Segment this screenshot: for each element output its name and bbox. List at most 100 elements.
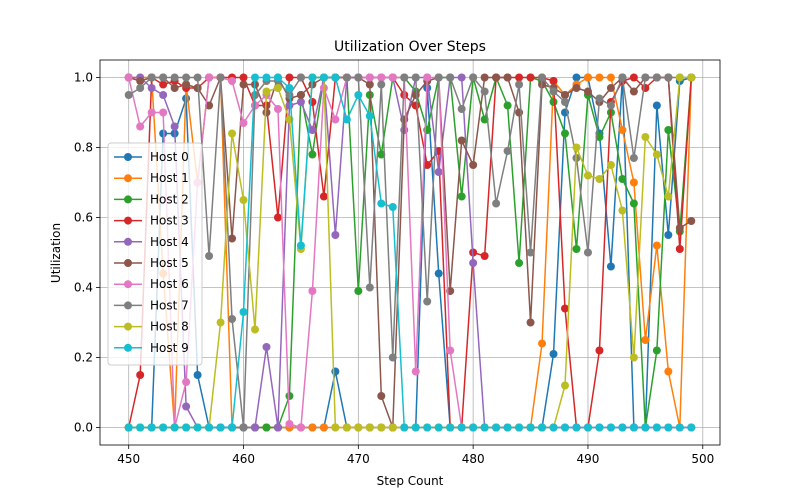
data-point (400, 115, 409, 124)
data-point (515, 80, 524, 89)
data-point (170, 73, 179, 82)
data-point (503, 101, 512, 110)
data-point (262, 73, 271, 82)
data-point (492, 199, 501, 208)
data-point (652, 101, 661, 110)
legend-label: Host 1 (150, 171, 189, 185)
data-point (228, 129, 237, 138)
data-point (147, 73, 156, 82)
data-point (319, 423, 328, 432)
data-point (526, 318, 535, 327)
legend-item: Host 9 (114, 341, 189, 355)
data-point (308, 73, 317, 82)
series-host-7 (124, 73, 696, 432)
data-point (572, 84, 581, 92)
data-point (182, 402, 191, 411)
data-point (216, 423, 225, 432)
data-point (457, 136, 466, 145)
data-point (446, 73, 455, 82)
data-point (480, 423, 489, 432)
data-point (652, 346, 661, 355)
data-point (595, 73, 604, 82)
data-point (205, 423, 214, 432)
data-point (273, 213, 282, 222)
legend-item: Host 4 (114, 235, 189, 249)
data-point (159, 423, 168, 432)
data-point (606, 262, 615, 271)
data-point (331, 115, 340, 124)
data-point (331, 73, 340, 82)
legend-item: Host 1 (114, 171, 189, 185)
data-point (216, 318, 225, 327)
series-line (128, 76, 692, 429)
data-point (296, 241, 305, 250)
data-point (664, 192, 673, 201)
legend-marker (124, 322, 132, 331)
plot-area: 450 460 470 480 490 500 0.0 0.2 0.4 0.6 0.8 1.0 (74, 59, 721, 466)
data-point (182, 80, 191, 89)
data-point (629, 353, 638, 362)
legend-item: Host 3 (114, 214, 189, 228)
data-point (457, 105, 466, 113)
legend-label: Host 5 (150, 256, 189, 270)
data-point (664, 423, 673, 432)
data-point (629, 154, 638, 162)
data-point (549, 423, 558, 432)
data-point (365, 80, 374, 89)
data-point (193, 371, 202, 379)
data-point (641, 84, 650, 92)
data-point (377, 392, 386, 400)
data-point (434, 423, 443, 432)
data-point (561, 129, 569, 138)
data-point (492, 73, 501, 82)
data-point (411, 91, 420, 99)
data-point (308, 150, 317, 159)
data-point (400, 423, 409, 432)
data-point (641, 336, 650, 344)
data-point (319, 73, 328, 82)
legend-item: Host 8 (114, 320, 189, 334)
data-point (629, 178, 638, 187)
legend-label: Host 9 (150, 341, 189, 355)
data-point (136, 77, 145, 85)
x-tick-label: 480 (462, 452, 485, 466)
legend-marker (124, 301, 132, 310)
data-point (262, 87, 271, 96)
data-point (285, 392, 294, 400)
data-point (606, 84, 615, 92)
data-point (434, 269, 443, 278)
data-point (251, 325, 259, 334)
data-point (273, 73, 282, 82)
legend-marker (124, 280, 132, 289)
legend-item: Host 5 (114, 256, 189, 270)
data-point (595, 94, 604, 103)
data-point (675, 245, 684, 253)
data-point (285, 84, 294, 92)
data-point (652, 150, 661, 159)
data-point (159, 108, 168, 117)
data-point (549, 98, 558, 106)
data-point (365, 112, 374, 120)
data-point (572, 245, 581, 253)
data-point (423, 423, 432, 432)
y-axis-label: Utilization (49, 223, 63, 283)
data-point (239, 196, 248, 204)
data-point (239, 119, 248, 127)
legend-marker (124, 216, 132, 225)
data-point (296, 98, 305, 106)
data-point (342, 423, 351, 432)
data-point (572, 73, 581, 82)
legend-marker (124, 259, 132, 267)
data-point (411, 423, 420, 432)
data-point (549, 350, 558, 358)
data-point (457, 423, 466, 432)
data-point (124, 91, 133, 99)
data-point (159, 91, 168, 99)
data-point (606, 73, 615, 82)
data-point (285, 101, 294, 110)
data-point (480, 73, 489, 82)
data-point (618, 206, 627, 215)
data-point (629, 199, 638, 208)
data-point (629, 87, 638, 96)
data-point (446, 423, 455, 432)
